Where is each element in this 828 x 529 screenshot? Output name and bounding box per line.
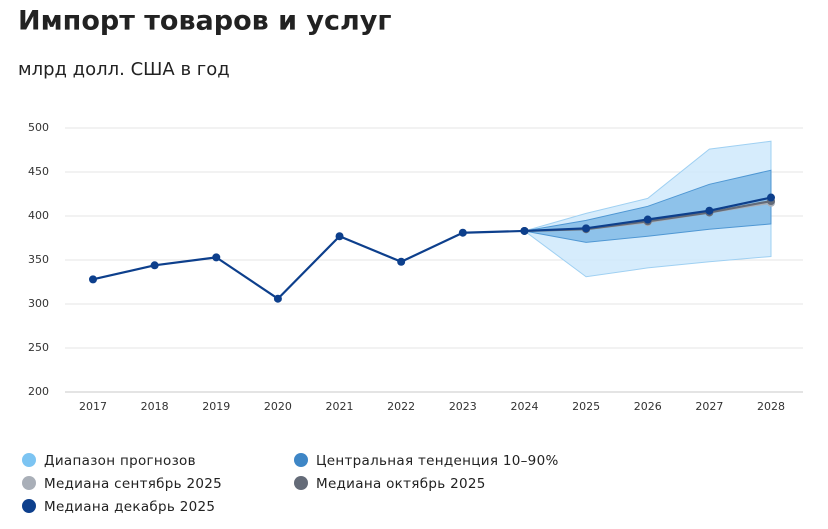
x-tick-label: 2024	[510, 400, 538, 413]
legend-label: Центральная тенденция 10–90%	[316, 453, 559, 469]
y-tick-label: 400	[28, 209, 49, 222]
legend-swatch	[294, 453, 308, 467]
data-point	[335, 232, 344, 241]
legend-label: Медиана октябрь 2025	[316, 476, 486, 492]
data-point	[582, 224, 591, 233]
data-point	[89, 275, 97, 284]
legend-swatch	[22, 476, 36, 490]
chart-title: Импорт товаров и услуг	[18, 6, 392, 37]
y-tick-label: 350	[28, 253, 49, 266]
chart-subtitle: млрд долл. США в год	[18, 59, 230, 80]
data-point	[273, 294, 282, 303]
legend-label: Диапазон прогнозов	[44, 453, 196, 469]
series-line	[92, 196, 772, 300]
x-tick-label: 2021	[326, 400, 354, 413]
x-tick-label: 2019	[202, 400, 230, 413]
x-tick-label: 2027	[695, 400, 723, 413]
legend-label: Медиана декабрь 2025	[44, 499, 215, 515]
data-point	[643, 215, 652, 224]
data-point	[767, 193, 775, 202]
y-tick-label: 450	[28, 165, 49, 178]
x-tick-label: 2020	[264, 400, 292, 413]
x-tick-label: 2017	[79, 400, 107, 413]
y-tick-label: 300	[28, 297, 49, 310]
legend-swatch	[22, 453, 36, 467]
x-tick-label: 2022	[387, 400, 415, 413]
y-tick-label: 200	[28, 385, 49, 398]
x-tick-label: 2028	[757, 400, 785, 413]
data-point	[397, 257, 406, 266]
x-tick-label: 2025	[572, 400, 600, 413]
y-tick-label: 500	[28, 121, 49, 134]
legend-label: Медиана сентябрь 2025	[44, 476, 222, 492]
x-tick-label: 2018	[141, 400, 169, 413]
data-point	[458, 228, 467, 237]
data-point	[150, 261, 159, 270]
y-tick-label: 250	[28, 341, 49, 354]
data-point	[520, 226, 529, 235]
x-tick-label: 2023	[449, 400, 477, 413]
legend-swatch	[294, 476, 308, 490]
data-point	[705, 206, 714, 215]
data-point	[212, 253, 221, 262]
x-tick-label: 2026	[634, 400, 662, 413]
legend-swatch	[22, 499, 36, 513]
